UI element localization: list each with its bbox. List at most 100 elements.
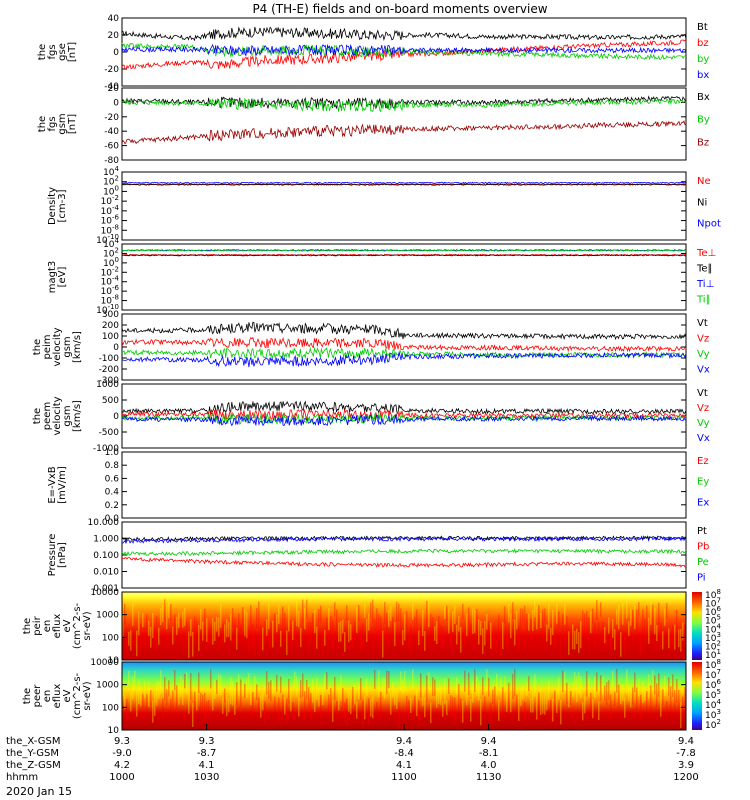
spectrogram-streak bbox=[482, 677, 484, 696]
legend-label: Pi bbox=[697, 573, 706, 584]
y-tick-label: 10 bbox=[108, 726, 120, 736]
spectrogram-streak bbox=[652, 669, 654, 686]
spectrogram-streak bbox=[582, 702, 584, 721]
spectrogram-streak bbox=[462, 700, 464, 723]
spectrogram-streak bbox=[536, 606, 538, 630]
spectrogram-streak bbox=[492, 689, 494, 705]
x-tick-label: 9.3 bbox=[199, 736, 215, 747]
spectrogram-streak bbox=[158, 680, 160, 699]
spectrogram-streak bbox=[264, 620, 266, 643]
y-tick-label: 20 bbox=[108, 84, 120, 94]
y-tick-label: 1000 bbox=[96, 611, 119, 621]
spectrogram-streak bbox=[336, 609, 338, 629]
legend-label: Ti⊥ bbox=[696, 279, 714, 290]
spectrogram-streak bbox=[232, 608, 234, 628]
spectrogram-streak bbox=[424, 697, 426, 718]
spectrogram-streak bbox=[318, 609, 320, 623]
spectrogram-streak bbox=[226, 695, 228, 717]
x-tick-label: 9.4 bbox=[481, 736, 497, 747]
legend-label: Te⊥ bbox=[696, 248, 716, 259]
spectrogram-streak bbox=[568, 684, 570, 708]
y-tick-label: 0 bbox=[113, 343, 119, 353]
spectrogram-streak bbox=[290, 620, 292, 643]
spectrogram-streak bbox=[396, 601, 398, 622]
spectrogram-streak bbox=[382, 678, 384, 696]
spectrogram-streak bbox=[374, 619, 376, 639]
spectrogram-streak bbox=[342, 619, 344, 634]
spectrogram-streak bbox=[680, 628, 682, 652]
spectrogram-streak bbox=[546, 624, 548, 642]
spectrogram-streak bbox=[470, 699, 472, 722]
spectrogram-streak bbox=[576, 675, 578, 703]
spectrogram-streak bbox=[142, 613, 144, 627]
spectrogram-streak bbox=[582, 610, 584, 637]
spectrogram-streak bbox=[396, 690, 398, 710]
spectrogram-streak bbox=[454, 697, 456, 720]
y-tick-label: 20 bbox=[108, 31, 120, 41]
panel-frame bbox=[121, 171, 687, 241]
spectrogram-streak bbox=[372, 599, 374, 623]
spectrogram-streak bbox=[514, 669, 516, 697]
series-line-Vt bbox=[121, 400, 687, 416]
spectrogram-streak bbox=[338, 622, 340, 642]
spectrogram-streak bbox=[204, 692, 206, 720]
spectrogram-streak bbox=[200, 609, 202, 630]
panel-frame bbox=[121, 591, 687, 661]
spectrogram-streak bbox=[172, 690, 174, 710]
spectrogram-streak bbox=[472, 681, 474, 703]
spectrogram-streak bbox=[572, 624, 574, 650]
spectrogram-streak bbox=[148, 681, 150, 707]
spectrogram-streak bbox=[638, 679, 640, 697]
spectrogram-streak bbox=[674, 690, 676, 711]
spectrogram-streak bbox=[156, 616, 158, 641]
spectrogram-streak bbox=[268, 681, 270, 699]
spectrogram-streak bbox=[412, 668, 414, 689]
panel-1: 40 20 0 -20 -40 thefgsgse[nT] Bt bz by bx bbox=[37, 14, 709, 92]
y-tick-label: 10-8 bbox=[101, 223, 119, 236]
spectrogram-streak bbox=[392, 682, 394, 698]
spectrogram-streak bbox=[390, 606, 392, 621]
spectrogram-streak bbox=[648, 617, 650, 644]
spectrogram-streak bbox=[514, 619, 516, 646]
spectrogram-streak bbox=[242, 678, 244, 697]
series-line-Bx bbox=[121, 95, 687, 110]
spectrogram-streak bbox=[502, 687, 504, 714]
spectrogram-streak bbox=[128, 670, 130, 687]
spectrogram-streak bbox=[124, 694, 126, 709]
spectrogram-streak bbox=[180, 618, 182, 640]
spectrogram-streak bbox=[622, 602, 624, 625]
spectrogram-streak bbox=[436, 621, 438, 645]
spectrogram-streak bbox=[240, 679, 242, 707]
spectrogram-streak bbox=[660, 622, 662, 650]
series-line-Pe bbox=[121, 548, 687, 557]
spectrogram-streak bbox=[122, 678, 124, 697]
spectrogram-streak bbox=[466, 613, 468, 637]
spectrogram-streak bbox=[590, 611, 592, 634]
spectrogram-streak bbox=[254, 631, 256, 658]
spectrogram-streak bbox=[640, 695, 642, 720]
y-axis-label: thefgsgse[nT] bbox=[37, 42, 78, 62]
spectrogram-streak bbox=[130, 692, 132, 712]
spectrogram-streak bbox=[304, 691, 306, 718]
spectrogram-streak bbox=[356, 701, 358, 719]
spectrogram-streak bbox=[308, 687, 310, 710]
y-tick-label: 1.000 bbox=[93, 535, 119, 545]
legend-label: Vx bbox=[697, 433, 710, 444]
spectrogram-streak bbox=[276, 614, 278, 633]
spectrogram-streak bbox=[508, 604, 510, 623]
spectrogram-streak bbox=[228, 622, 230, 637]
panel-frame bbox=[121, 451, 687, 519]
spectrogram-streak bbox=[284, 696, 286, 715]
spectrogram-streak bbox=[508, 682, 510, 710]
spectrogram-streak bbox=[186, 621, 188, 641]
spectrogram-streak bbox=[294, 621, 296, 644]
spectrogram-streak bbox=[176, 616, 178, 635]
spectrogram-streak bbox=[202, 621, 204, 641]
spectrogram-streak bbox=[438, 686, 440, 705]
spectrogram-streak bbox=[658, 602, 660, 626]
spectrogram-streak bbox=[146, 694, 148, 714]
spectrogram-streak bbox=[158, 627, 160, 645]
y-tick-label: 10-2 bbox=[101, 194, 119, 207]
spectrogram-streak bbox=[250, 604, 252, 632]
spectrogram-streak bbox=[404, 670, 406, 692]
